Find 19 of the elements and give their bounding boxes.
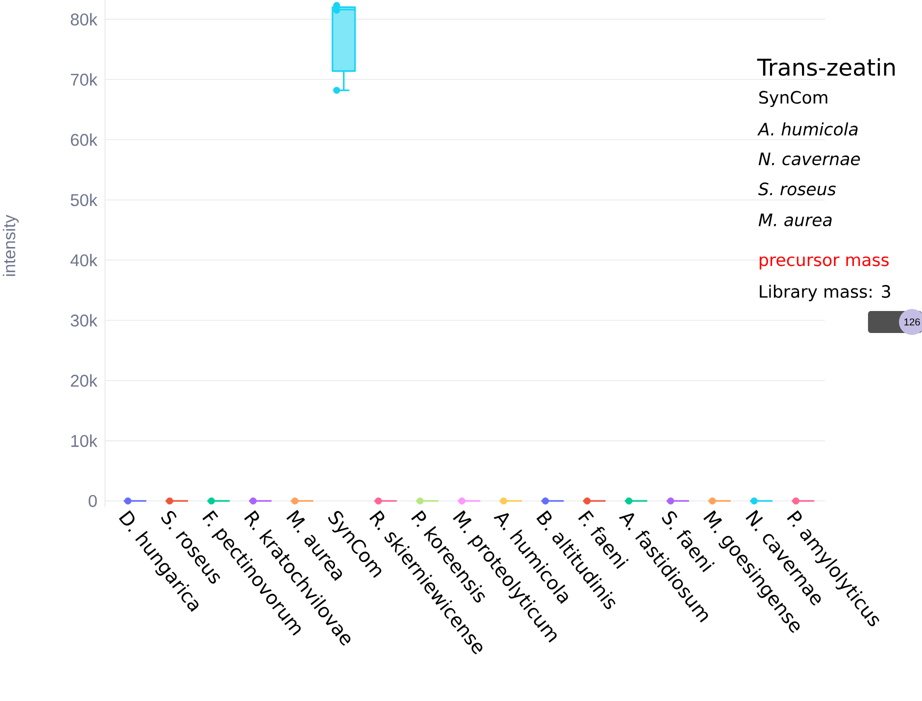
y-tick-label: 0 (88, 494, 97, 507)
y-tick-label: 20k (70, 374, 98, 387)
annotation: SynCom (759, 90, 828, 108)
annotation: S. roseus (758, 182, 836, 196)
text: 126 (904, 318, 920, 326)
y-axis-title: intensity (2, 214, 19, 276)
annotation: M. aurea (758, 214, 832, 226)
y-tick-label: 80k (70, 13, 98, 26)
y-tick-label: 10k (71, 434, 98, 447)
annotation: Library mass: 3 (760, 284, 890, 302)
y-tick-label: 30k (70, 314, 98, 327)
y-tick-label: 50k (70, 194, 98, 206)
y-tick-label: 40k (70, 254, 98, 266)
annotation: N. cavernae (758, 152, 860, 166)
y-tick-label: 70k (70, 73, 98, 86)
annotation: A. humicola (757, 122, 858, 136)
text: Trans-zeatin (757, 58, 895, 76)
annotation: precursor mass (760, 256, 889, 270)
y-tick-label: 60k (70, 133, 98, 146)
